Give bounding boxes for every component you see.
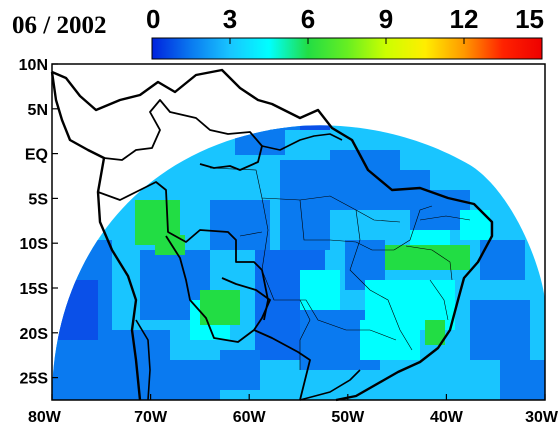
colorbar-label-0: 0 [146,4,160,34]
colorbar-label-2: 6 [301,4,315,34]
longitude-axis: 80W 70W 60W 50W 40W 30W [28,394,558,426]
lon-label-2: 60W [233,409,267,426]
lon-label-5: 30W [525,409,558,426]
border-bolivia [165,235,271,343]
colorbar-label-4: 12 [450,4,479,34]
lat-label-1: 5N [28,102,48,119]
lat-label-2: EQ [25,147,48,164]
state-borders [209,167,471,370]
coastline-west [50,71,142,401]
map-frame [51,63,546,401]
lat-label-6: 20S [20,326,49,343]
colorbar-label-5: 15 [515,4,544,34]
lat-label-4: 10S [20,236,49,253]
border-chile-argentina [135,319,151,401]
lat-label-7: 25S [20,371,49,388]
lat-label-5: 15S [20,281,49,298]
border-guianas [261,133,343,151]
lon-label-1: 70W [134,409,168,426]
map-title: 06 / 2002 [12,12,107,39]
lat-label-0: 10N [19,57,48,74]
colorbar-tick-labels: 0 3 6 9 12 15 [146,4,544,34]
colorbar-tick-marks [151,38,543,44]
colorbar-bar [151,37,543,60]
lon-label-4: 40W [430,409,464,426]
lon-label-3: 50W [331,409,365,426]
border-paraguay [253,329,311,401]
coastline-northwest [51,68,494,402]
latitude-axis: 10N 5N EQ 5S 10S 15S 20S 25S [19,57,58,388]
colorbar-label-3: 9 [379,4,393,34]
lon-label-0: 80W [28,409,62,426]
border-brazil-uruguay [299,369,361,401]
border-colombia-peru [97,181,269,321]
colorbar: 0 3 6 9 12 15 [146,4,544,60]
colorbar-label-1: 3 [223,4,237,34]
lat-label-3: 5S [28,191,48,208]
